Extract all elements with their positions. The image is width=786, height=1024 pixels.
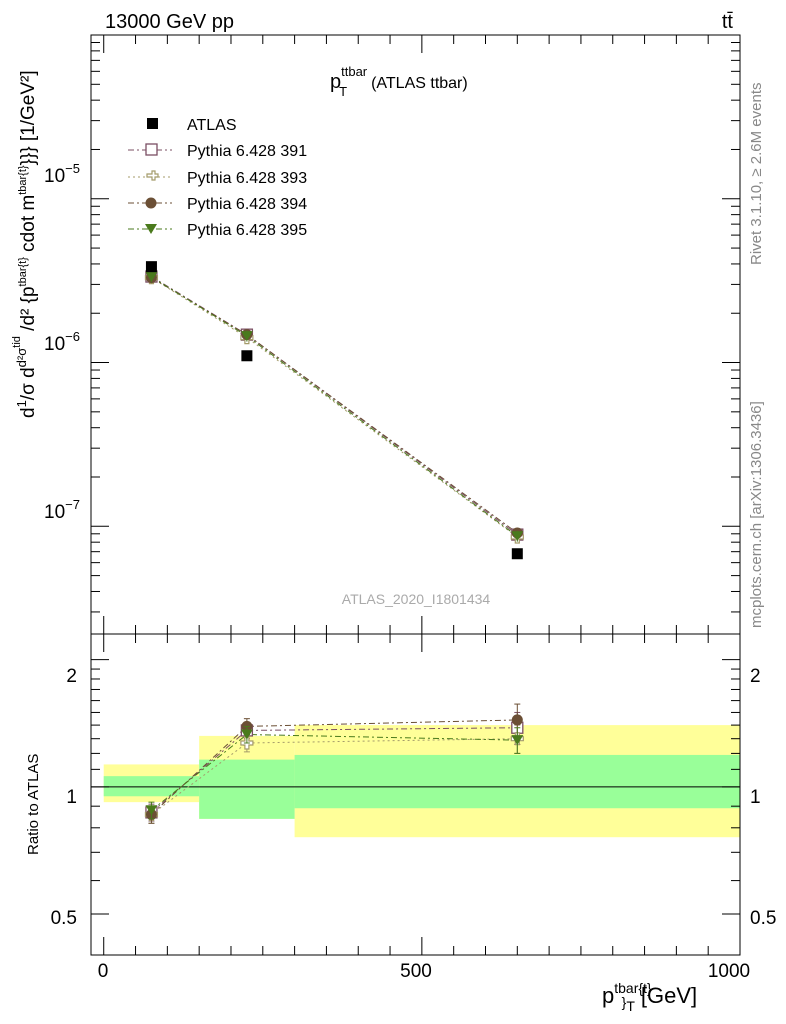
plot-title-sup: ttbar (341, 64, 368, 79)
x-axis-label-sup: tbar{t} (614, 980, 652, 996)
main-y-tick-exponent: −6 (65, 329, 80, 344)
plot-title-sub: T (339, 84, 347, 99)
main-y-tick-exponent: −5 (65, 161, 80, 176)
legend-item-393: Pythia 6.428 393 (128, 170, 307, 187)
legend-item-391: Pythia 6.428 391 (128, 143, 307, 160)
main-y-tick-exponent: −7 (65, 497, 80, 512)
x-tick-label: 500 (400, 961, 432, 982)
mc-series-line (151, 276, 518, 535)
mc-data-point (240, 331, 253, 342)
legend-marker-circle (145, 197, 157, 209)
ratio-y-tick-label: 1 (66, 787, 77, 808)
main-series (144, 261, 524, 560)
ratio-y-axis-label: Ratio to ATLAS (25, 754, 42, 855)
atlas-data-point (241, 350, 253, 362)
stat-uncertainty-band (294, 754, 740, 809)
x-axis-label-unit: [GeV] (641, 983, 697, 1008)
plot-title: pttbar T (ATLAS ttbar) (330, 64, 468, 99)
legend-marker-triangle-down (145, 224, 157, 234)
main-y-axis-label: d1/σ dd²σtid /d² {ptbar{t} cdot mtbar{t}… (11, 70, 39, 418)
legend: ATLAS Pythia 6.428 391 Pythia 6.428 393 … (128, 117, 307, 239)
header-process-label: tt̄ (722, 11, 734, 33)
mc-series-line (151, 277, 518, 534)
mc-data-point (145, 271, 158, 282)
ratio-series (144, 703, 524, 824)
plot-title-main: p (330, 71, 341, 93)
header-energy-label: 13000 GeV pp (105, 11, 234, 33)
main-panel: 10−5 10−6 10−7 pttbar T (ATLAS ttbar) ATLA… (11, 34, 741, 635)
ratio-data-point (511, 714, 523, 726)
ratio-data-point (511, 735, 524, 746)
x-axis-label: ptbar{t}}T [GeV] (602, 980, 697, 1014)
legend-label: Pythia 6.428 395 (187, 222, 307, 239)
legend-item-394: Pythia 6.428 394 (128, 196, 307, 213)
main-ticks (91, 34, 741, 634)
ratio-y-tick-label-right: 2 (750, 666, 761, 687)
mc-series-line (151, 277, 518, 538)
legend-marker-open-square (145, 143, 158, 156)
ratio-ticks (91, 634, 741, 955)
main-y-tick-label: 10−5 (44, 161, 80, 187)
legend-item-395: Pythia 6.428 395 (128, 222, 307, 239)
x-tick-label: 1000 (708, 961, 750, 982)
legend-label: Pythia 6.428 394 (187, 196, 307, 213)
main-y-tick-labels: 10−5 10−6 10−7 (44, 161, 80, 523)
ratio-y-tick-label: 2 (66, 666, 77, 687)
side-mcplots-label: mcplots.cern.ch [arXiv:1306.3436] (748, 401, 765, 628)
atlas-data-point (511, 548, 523, 560)
ratio-y-tick-label-right: 1 (750, 787, 761, 808)
main-y-tick-label: 10−6 (44, 329, 80, 355)
mc-data-point (511, 531, 524, 542)
main-y-tick-mantissa: 10 (44, 166, 65, 187)
ratio-y-tick-label: 0.5 (51, 908, 77, 929)
legend-marker-atlas (147, 118, 158, 129)
x-tick-label: 0 (98, 961, 109, 982)
mc-series-line (151, 276, 518, 537)
main-y-tick-mantissa: 10 (44, 502, 65, 523)
main-y-tick-label: 10−7 (44, 497, 80, 523)
side-rivet-label: Rivet 3.1.10, ≥ 2.6M events (748, 83, 765, 266)
stat-uncertainty-band (103, 776, 200, 797)
x-axis-label-sub2: T (626, 998, 635, 1014)
x-axis-label-main: p (602, 983, 614, 1008)
main-y-axis-label-text: d1/σ dd²σtid /d² {ptbar{t} cdot mtbar{t}… (11, 70, 39, 418)
main-y-tick-mantissa: 10 (44, 334, 65, 355)
plot-title-suffix: (ATLAS ttbar) (371, 75, 468, 92)
legend-label: Pythia 6.428 393 (187, 170, 307, 187)
legend-marker-open-cross (146, 170, 159, 181)
ratio-panel: 2 1 0.5 2 1 0.5 Ratio to ATLAS 0 500 100… (25, 633, 776, 1014)
ratio-data-point (240, 729, 253, 740)
legend-item-atlas: ATLAS (147, 117, 237, 134)
ratio-data-point (145, 805, 158, 816)
x-axis-label-sub: } (622, 994, 627, 1010)
ratio-y-tick-label-right: 0.5 (750, 908, 776, 929)
atlas-data-point (145, 261, 157, 273)
legend-label: ATLAS (187, 117, 237, 134)
ratio-frame (90, 633, 741, 956)
ratio-bands (103, 725, 740, 838)
analysis-watermark: ATLAS_2020_I1801434 (342, 591, 491, 607)
legend-label: Pythia 6.428 391 (187, 143, 307, 160)
stat-uncertainty-band (199, 759, 295, 819)
